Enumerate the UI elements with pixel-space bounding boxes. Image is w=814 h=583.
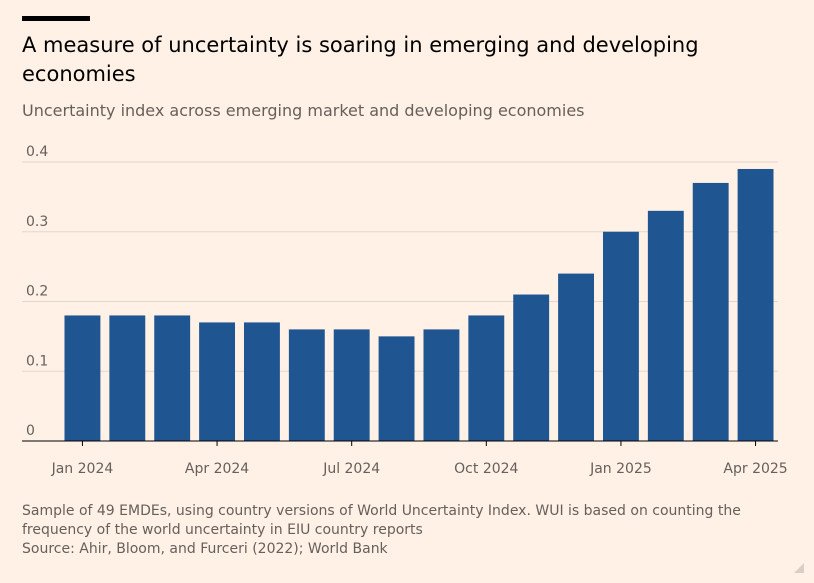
bar: [288, 329, 325, 441]
bar: [737, 168, 774, 441]
bar: [378, 336, 415, 441]
bar: [692, 182, 729, 442]
bar: [423, 329, 460, 441]
chart-title: A measure of uncertainty is soaring in e…: [22, 33, 699, 86]
x-tick-label: Jan 2024: [51, 461, 114, 477]
x-tick-label: Jan 2025: [589, 461, 652, 477]
bar: [647, 210, 684, 441]
bar: [333, 329, 370, 441]
y-tick-label: 0.4: [26, 144, 48, 160]
chart-subtitle: Uncertainty index across emerging market…: [22, 101, 585, 120]
y-tick-label: 0.3: [26, 214, 48, 230]
x-tick-label: Oct 2024: [454, 461, 518, 477]
bar: [64, 315, 101, 441]
footer: Sample of 49 EMDEs, using country versio…: [22, 502, 807, 559]
y-axis-labels: 0 0.1 0.2 0.3 0.4: [26, 144, 48, 439]
y-tick-label: 0.1: [26, 353, 48, 369]
top-rule: [22, 16, 90, 21]
x-axis-labels: Jan 2024 Apr 2024 Jul 2024 Oct 2024 Jan 2025…: [51, 441, 788, 477]
source-note: Source: Ahir, Bloom, and Furceri (2022);…: [22, 541, 388, 557]
x-tick-label: Apr 2025: [723, 461, 787, 477]
x-tick-label: Jul 2024: [322, 461, 380, 477]
bar: [109, 315, 146, 441]
resize-grip-icon: [794, 563, 804, 573]
footnote: Sample of 49 EMDEs, using country versio…: [22, 503, 741, 538]
bar: [513, 294, 550, 441]
bars: [64, 168, 774, 442]
bar: [558, 273, 595, 441]
bar: [243, 322, 280, 441]
x-tick-label: Apr 2024: [185, 461, 249, 477]
bar-chart: 0 0.1 0.2 0.3 0.4 Jan 2024 Apr 2024 Jul 2024 Oc…: [22, 144, 788, 477]
y-tick-label: 0.2: [26, 284, 48, 300]
bar: [154, 315, 191, 441]
y-tick-label: 0: [26, 423, 35, 439]
bar: [468, 315, 505, 441]
bar: [199, 322, 236, 441]
bar: [602, 231, 639, 441]
